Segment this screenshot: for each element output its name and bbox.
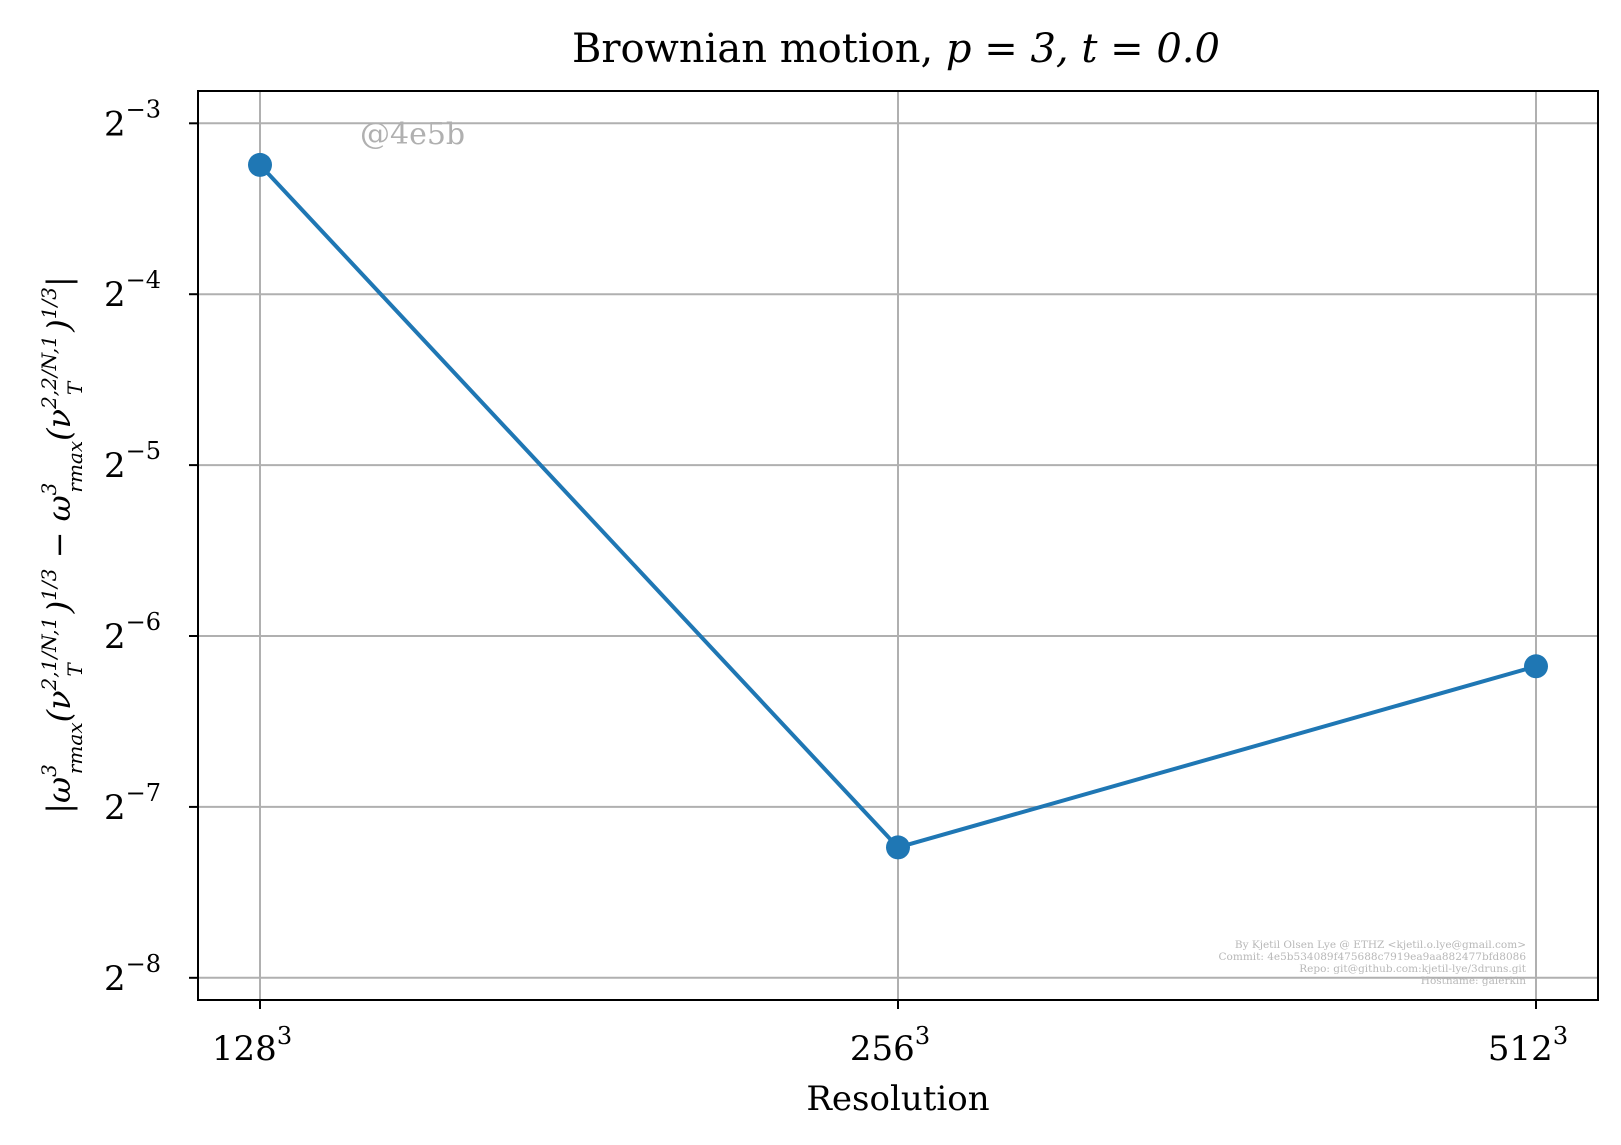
y-tick-label: 2−7	[104, 779, 161, 828]
y-axis-ticks: 2−3 2−4 2−5 2−6 2−7 2−8	[104, 95, 198, 999]
credits-block: By Kjetil Olsen Lye @ ETHZ <kjetil.o.lye…	[1219, 939, 1527, 987]
credits-line: Commit: 4e5b534089f475688c7919ea9aa88247…	[1219, 951, 1527, 963]
chart-title: Brownian motion, p = 3, t = 0.0	[572, 26, 1220, 72]
data-point	[248, 152, 272, 177]
credits-line: Hostname: galerkin	[1421, 975, 1526, 987]
data-point	[1524, 654, 1548, 679]
y-tick-label: 2−5	[104, 437, 161, 486]
y-axis-label: |ω3 rmax(ν2,1/N,1 T)1/3 − ω3 rmax(ν2,2/N,1 T…	[37, 276, 87, 813]
chart-title-prefix: Brownian motion,	[572, 26, 946, 72]
credits-line: Repo: git@github.com:kjetil-lye/3druns.g…	[1299, 963, 1527, 975]
y-tick-label: 2−3	[104, 95, 161, 144]
x-tick-label: 1283	[212, 1022, 292, 1069]
chart-title-math: p = 3, t = 0.0	[946, 26, 1220, 72]
watermark-label: @4e5b	[360, 117, 465, 152]
data-point	[886, 835, 910, 860]
plot-series	[248, 152, 1548, 860]
credits-line: By Kjetil Olsen Lye @ ETHZ <kjetil.o.lye…	[1235, 939, 1526, 951]
x-axis-ticks: 1283 2563 5123	[212, 1000, 1568, 1069]
y-tick-label: 2−4	[104, 266, 161, 315]
y-tick-label: 2−6	[104, 608, 161, 657]
x-tick-label: 5123	[1488, 1022, 1568, 1069]
grid-lines	[198, 91, 1598, 1000]
y-tick-label: 2−8	[104, 950, 161, 999]
x-axis-label: Resolution	[806, 1079, 989, 1119]
x-tick-label: 2563	[850, 1022, 930, 1069]
